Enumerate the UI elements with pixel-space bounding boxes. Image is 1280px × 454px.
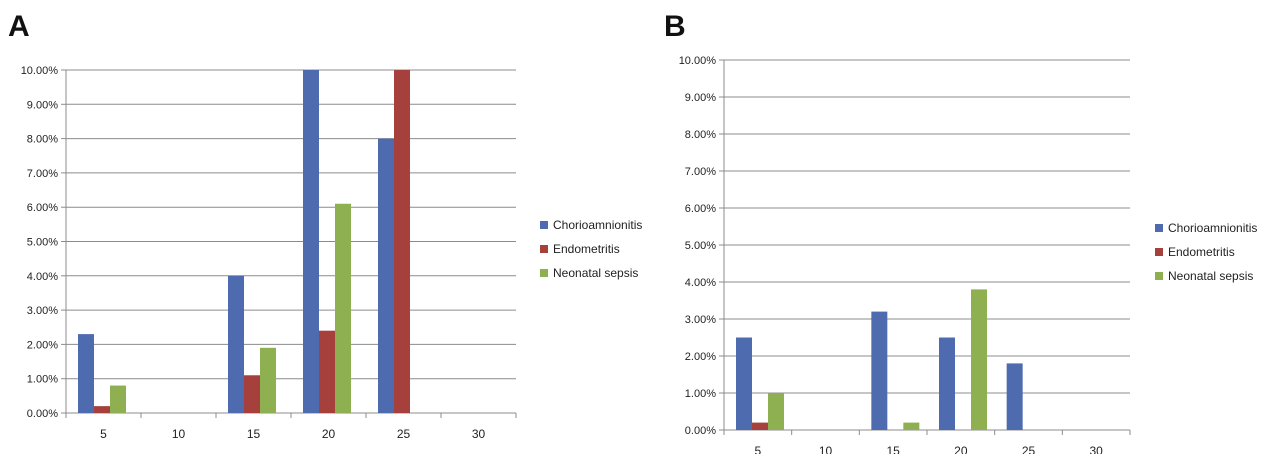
bar-endometritis (752, 422, 768, 430)
x-tick-label: 5 (100, 427, 107, 441)
y-tick-label: 2.00% (27, 339, 58, 351)
bar-endometritis (244, 375, 260, 413)
y-tick-label: 3.00% (27, 305, 58, 317)
y-tick-label: 2.00% (685, 351, 716, 363)
y-tick-label: 5.00% (27, 237, 58, 249)
x-tick-label: 10 (172, 427, 186, 441)
bar-chorioamnionitis (378, 138, 394, 413)
legend-swatch (540, 221, 548, 229)
y-tick-label: 6.00% (685, 203, 716, 215)
chart-b: 0.00% 1.00% 2.00% 3.00% 4.00% 5.00% 6.00% 7.00%… (679, 55, 1258, 454)
bar-endometritis (394, 70, 410, 413)
bar-chorioamnionitis (736, 337, 752, 430)
x-tick-label: 20 (954, 444, 968, 454)
legend-swatch (1155, 272, 1163, 280)
bar-chorioamnionitis (78, 334, 94, 413)
x-tick-label: 5 (754, 444, 761, 454)
y-tick-label: 8.00% (685, 129, 716, 141)
legend-label: Endometritis (553, 242, 620, 256)
x-tick-label: 25 (397, 427, 411, 441)
legend-label: Chorioamnionitis (553, 218, 642, 232)
y-tick-label: 4.00% (27, 271, 58, 283)
bar-chorioamnionitis (871, 311, 888, 430)
y-tick-label: 0.00% (685, 425, 716, 437)
chart-a: 0.00% 1.00% 2.00% 3.00% 4.00% 5.00% 6.00% 7.00%… (21, 65, 643, 441)
y-tick-label: 9.00% (27, 99, 58, 111)
bar-chorioamnionitis (939, 337, 955, 430)
bar-neonatal-sepsis (903, 422, 920, 430)
bar-chorioamnionitis (1006, 363, 1023, 430)
legend-swatch (1155, 248, 1163, 256)
x-tick-label: 20 (322, 427, 336, 441)
x-tick-label: 30 (1089, 444, 1103, 454)
y-tick-label: 10.00% (21, 65, 59, 77)
bar-endometritis (319, 330, 335, 413)
legend-label: Neonatal sepsis (553, 266, 638, 280)
bar-neonatal-sepsis (335, 203, 351, 413)
legend-swatch (540, 245, 548, 253)
x-tick-label: 10 (819, 444, 833, 454)
bar-endometritis (94, 406, 110, 413)
x-tick-label: 25 (1022, 444, 1036, 454)
bar-neonatal-sepsis (260, 347, 276, 413)
y-tick-label: 3.00% (685, 314, 716, 326)
y-tick-label: 4.00% (685, 277, 716, 289)
y-tick-label: 9.00% (685, 92, 716, 104)
y-tick-label: 0.00% (27, 408, 58, 420)
bar-neonatal-sepsis (768, 393, 784, 430)
y-tick-label: 7.00% (27, 168, 58, 180)
legend-label: Endometritis (1168, 245, 1235, 259)
y-tick-label: 6.00% (27, 202, 58, 214)
x-tick-label: 15 (247, 427, 261, 441)
panel-a-label: A (8, 10, 30, 43)
legend-label: Chorioamnionitis (1168, 221, 1257, 235)
x-tick-label: 30 (472, 427, 486, 441)
y-tick-label: 7.00% (685, 166, 716, 178)
legend-swatch (540, 269, 548, 277)
bar-neonatal-sepsis (110, 385, 126, 413)
y-tick-label: 5.00% (685, 240, 716, 252)
y-tick-label: 8.00% (27, 134, 58, 146)
legend-swatch (1155, 224, 1163, 232)
bar-chorioamnionitis (228, 275, 244, 413)
panel-b-label: B (664, 10, 686, 43)
y-tick-label: 1.00% (685, 388, 716, 400)
x-tick-label: 15 (886, 444, 900, 454)
legend-label: Neonatal sepsis (1168, 269, 1253, 283)
y-tick-label: 10.00% (679, 55, 717, 67)
bar-chorioamnionitis (303, 70, 319, 413)
y-tick-label: 1.00% (27, 374, 58, 386)
bar-neonatal-sepsis (971, 289, 987, 430)
